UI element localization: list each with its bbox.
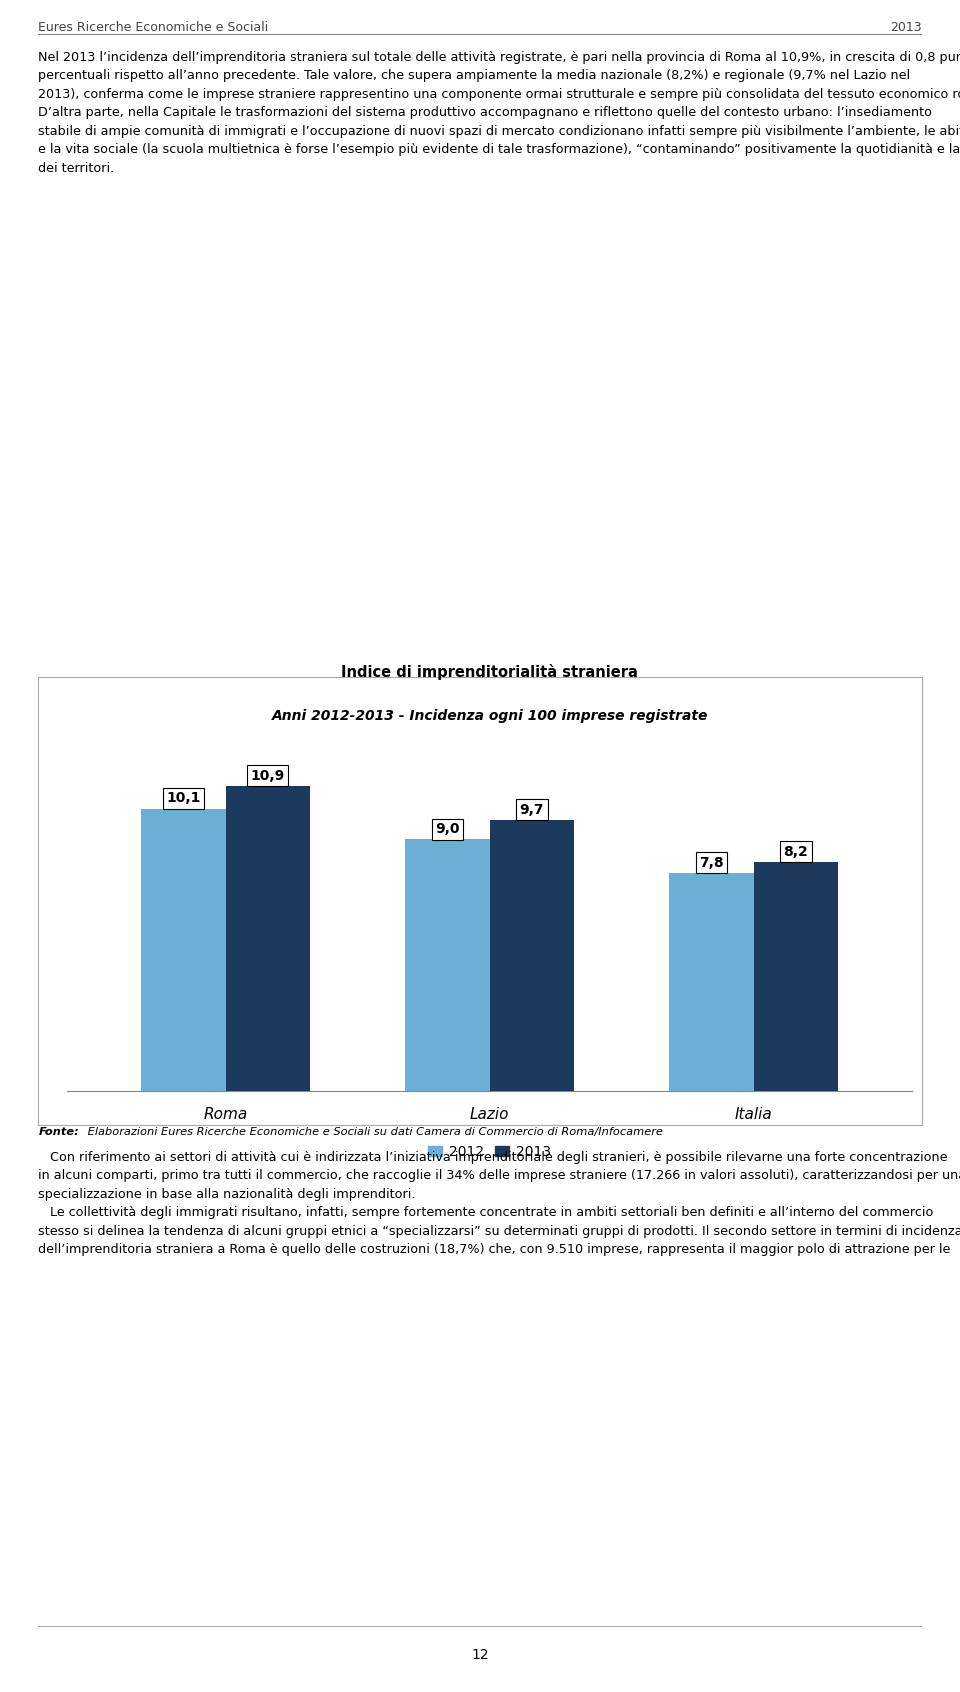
Text: Fonte:: Fonte:: [38, 1127, 79, 1137]
Bar: [490, 821, 574, 1091]
Text: 12: 12: [471, 1648, 489, 1662]
Text: 9,7: 9,7: [519, 802, 544, 817]
Text: Con riferimento ai settori di attività cui è indirizzata l’iniziativa imprendito: Con riferimento ai settori di attività c…: [38, 1151, 960, 1255]
Text: Nel 2013 l’incidenza dell’imprenditoria straniera sul totale delle attività regi: Nel 2013 l’incidenza dell’imprenditoria …: [38, 51, 960, 174]
Text: 2013: 2013: [890, 20, 922, 34]
Bar: [226, 787, 310, 1091]
Text: 8,2: 8,2: [783, 844, 808, 858]
Text: Anni 2012-2013 - Incidenza ogni 100 imprese registrate: Anni 2012-2013 - Incidenza ogni 100 impr…: [272, 709, 708, 724]
Text: 9,0: 9,0: [435, 822, 460, 836]
Bar: [405, 839, 490, 1091]
Legend: 2012, 2013: 2012, 2013: [422, 1139, 557, 1164]
Text: 10,9: 10,9: [251, 768, 285, 783]
Text: 10,1: 10,1: [166, 792, 201, 805]
Text: Elaborazioni Eures Ricerche Economiche e Sociali su dati Camera di Commercio di : Elaborazioni Eures Ricerche Economiche e…: [84, 1127, 663, 1137]
Text: Eures Ricerche Economiche e Sociali: Eures Ricerche Economiche e Sociali: [38, 20, 269, 34]
Text: 7,8: 7,8: [699, 856, 724, 870]
Text: Indice di imprenditorialità straniera: Indice di imprenditorialità straniera: [341, 663, 638, 680]
Bar: [669, 873, 754, 1091]
Bar: [141, 809, 226, 1091]
Bar: [754, 861, 838, 1091]
